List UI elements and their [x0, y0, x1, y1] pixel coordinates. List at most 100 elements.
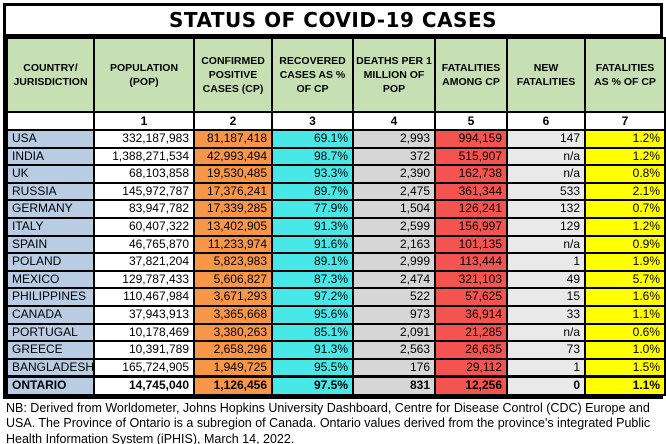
column-header-deaths: DEATHS PER 1 MILLION OF POP: [352, 37, 436, 113]
cell-country: RUSSIA: [6, 181, 95, 202]
table-row-poland: POLAND 37,821,204 5,823,983 89.1% 2,999 113,4…: [6, 252, 666, 272]
table-row-canada: CANADA 37,943,913 3,365,668 95.6% 973 36,914 3…: [6, 304, 666, 325]
cell-rec: 91.6%: [271, 234, 354, 255]
cell-pop: 60,407,322: [93, 216, 195, 237]
cell-new_fat: 0: [506, 375, 586, 396]
cell-cp: 5,606,827: [193, 269, 273, 290]
cell-cp: 17,339,285: [193, 199, 273, 219]
cell-new_fat: 15: [506, 287, 586, 307]
column-header-country: COUNTRY/ JURISDICTION: [6, 37, 95, 113]
cell-new_fat: 129: [506, 216, 586, 237]
cell-rec: 85.1%: [271, 322, 354, 343]
cell-fat: 36,914: [434, 304, 508, 325]
cell-fat_pct: 1.5%: [584, 357, 666, 378]
cell-country: POLAND: [6, 252, 95, 272]
column-header-cp: CONFIRMED POSITIVE CASES (CP): [193, 37, 273, 113]
cell-fat: 994,159: [434, 129, 508, 149]
cell-fat_pct: 0.8%: [584, 164, 666, 184]
cell-new_fat: n/a: [506, 164, 586, 184]
cell-fat: 21,285: [434, 322, 508, 343]
covid-cases-table: COUNTRY/ JURISDICTION POPULATION (POP) CON…: [6, 37, 666, 396]
cell-deaths: 973: [352, 304, 436, 325]
cell-country: GERMANY: [6, 199, 95, 219]
column-header-new_fat: NEW FATALITIES: [506, 37, 586, 113]
cell-fat_pct: 1.1%: [584, 375, 666, 396]
cell-country: CANADA: [6, 304, 95, 325]
table-row-greece: GREECE 10,391,789 2,658,296 91.3% 2,563 26,63…: [6, 340, 666, 360]
cell-deaths: 372: [352, 146, 436, 167]
cell-new_fat: 49: [506, 269, 586, 290]
cell-cp: 3,365,668: [193, 304, 273, 325]
cell-cp: 5,823,983: [193, 252, 273, 272]
cell-rec: 97.5%: [271, 375, 354, 396]
cell-rec: 77.9%: [271, 199, 354, 219]
cell-deaths: 522: [352, 287, 436, 307]
column-number-fat_pct: 7: [584, 111, 666, 131]
cell-new_fat: 132: [506, 199, 586, 219]
table-head: COUNTRY/ JURISDICTION POPULATION (POP) CON…: [6, 37, 666, 131]
cell-cp: 11,233,974: [193, 234, 273, 255]
cell-fat: 162,738: [434, 164, 508, 184]
cell-deaths: 2,599: [352, 216, 436, 237]
cell-cp: 19,530,485: [193, 164, 273, 184]
cell-country: UK: [6, 164, 95, 184]
cell-fat_pct: 1.2%: [584, 146, 666, 167]
cell-new_fat: n/a: [506, 234, 586, 255]
header-row: COUNTRY/ JURISDICTION POPULATION (POP) CON…: [6, 37, 666, 113]
cell-deaths: 2,999: [352, 252, 436, 272]
column-number-country: [6, 111, 95, 131]
cell-fat: 26,635: [434, 340, 508, 360]
cell-country: USA: [6, 129, 95, 149]
cell-country: ITALY: [6, 216, 95, 237]
cell-cp: 13,402,905: [193, 216, 273, 237]
cell-rec: 87.3%: [271, 269, 354, 290]
cell-pop: 1,388,271,534: [93, 146, 195, 167]
cell-fat: 29,112: [434, 357, 508, 378]
cell-rec: 98.7%: [271, 146, 354, 167]
cell-pop: 46,765,870: [93, 234, 195, 255]
cell-fat: 361,344: [434, 181, 508, 202]
cell-deaths: 2,163: [352, 234, 436, 255]
cell-country: PORTUGAL: [6, 322, 95, 343]
table-row-spain: SPAIN 46,765,870 11,233,974 91.6% 2,163 101,1…: [6, 234, 666, 255]
cell-deaths: 2,474: [352, 269, 436, 290]
table-row-bangladesh: BANGLADESH 165,724,905 1,949,725 95.5% 176 29…: [6, 357, 666, 378]
cell-rec: 89.1%: [271, 252, 354, 272]
cell-cp: 1,949,725: [193, 357, 273, 378]
cell-country: INDIA: [6, 146, 95, 167]
column-header-fat: FATALITIES AMONG CP: [434, 37, 508, 113]
cell-rec: 93.3%: [271, 164, 354, 184]
cell-fat: 515,907: [434, 146, 508, 167]
column-number-rec: 3: [271, 111, 354, 131]
cell-new_fat: 73: [506, 340, 586, 360]
cell-country: PHILIPPINES: [6, 287, 95, 307]
cell-fat_pct: 0.6%: [584, 322, 666, 343]
cell-rec: 91.3%: [271, 340, 354, 360]
table-row-philippines: PHILIPPINES 110,467,984 3,671,293 97.2% 522 5…: [6, 287, 666, 307]
column-number-cp: 2: [193, 111, 273, 131]
column-number-pop: 1: [93, 111, 195, 131]
cell-rec: 89.7%: [271, 181, 354, 202]
cell-cp: 1,126,456: [193, 375, 273, 396]
column-number-new_fat: 6: [506, 111, 586, 131]
cell-country: MEXICO: [6, 269, 95, 290]
cell-cp: 3,380,263: [193, 322, 273, 343]
cell-fat: 113,444: [434, 252, 508, 272]
cell-fat_pct: 1.2%: [584, 216, 666, 237]
table-row-uk: UK 68,103,858 19,530,485 93.3% 2,390 162,738 n…: [6, 164, 666, 184]
column-header-rec: RECOVERED CASES AS % OF CP: [271, 37, 354, 113]
cell-fat: 57,625: [434, 287, 508, 307]
cell-cp: 3,671,293: [193, 287, 273, 307]
cell-deaths: 176: [352, 357, 436, 378]
table-row-ontario: ONTARIO 14,745,040 1,126,456 97.5% 831 12,256…: [6, 375, 666, 396]
cell-deaths: 2,390: [352, 164, 436, 184]
cell-rec: 97.2%: [271, 287, 354, 307]
page-title: STATUS OF COVID-19 CASES: [6, 6, 660, 37]
table-row-germany: GERMANY 83,947,782 17,339,285 77.9% 1,504 126…: [6, 199, 666, 219]
cell-cp: 42,993,494: [193, 146, 273, 167]
cell-deaths: 2,993: [352, 129, 436, 149]
column-header-fat_pct: FATALITIES AS % OF CP: [584, 37, 666, 113]
cell-rec: 95.5%: [271, 357, 354, 378]
column-number-fat: 5: [434, 111, 508, 131]
table-row-usa: USA 332,187,983 81,187,418 69.1% 2,993 994,15…: [6, 129, 666, 149]
